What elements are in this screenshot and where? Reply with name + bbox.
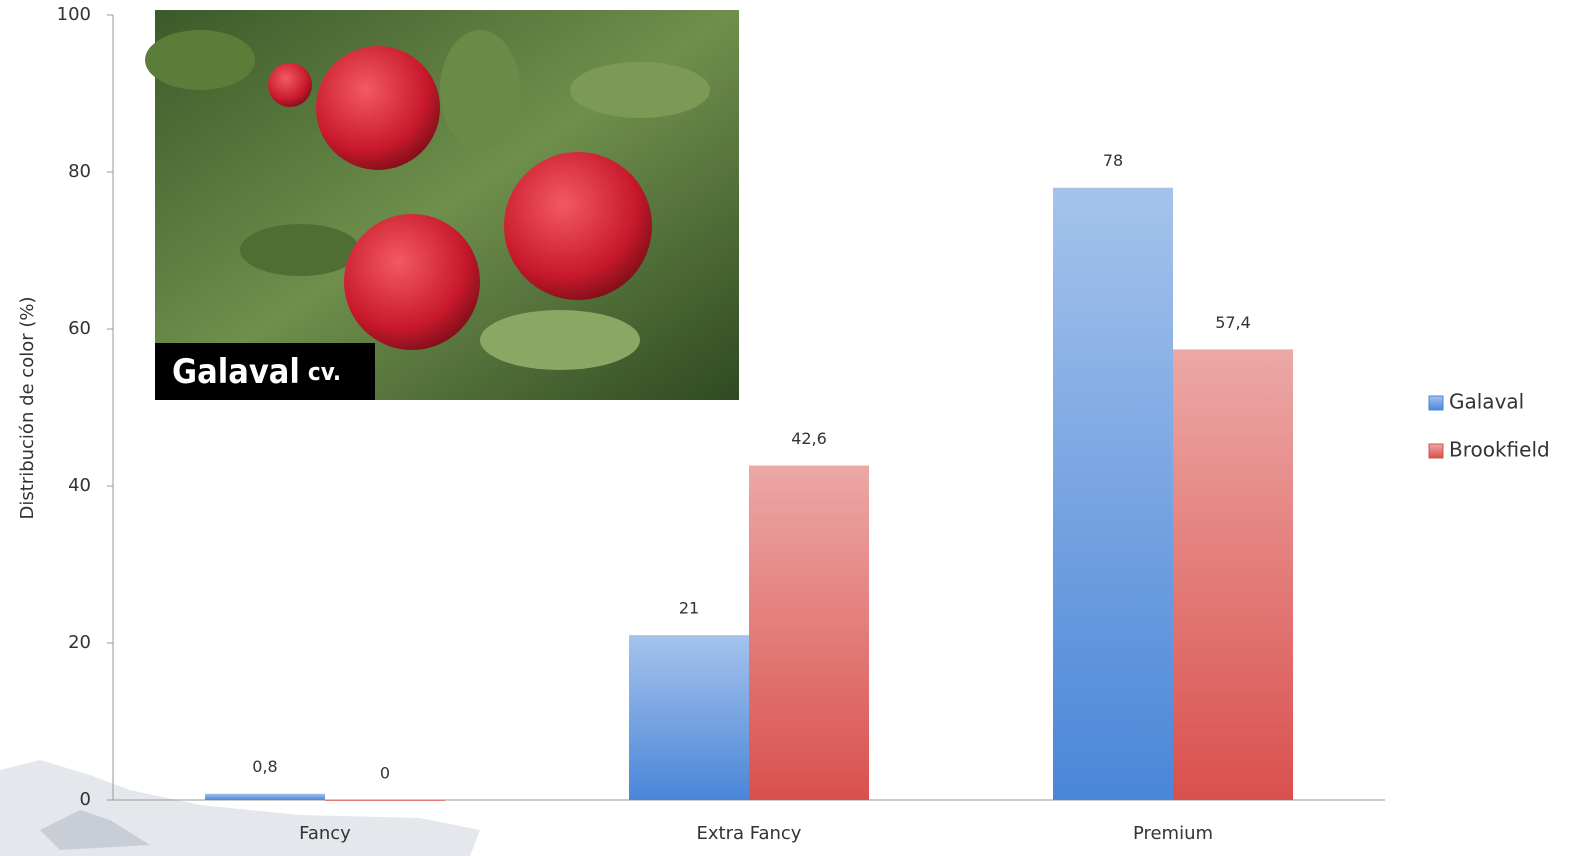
apple bbox=[316, 46, 440, 170]
apple bbox=[344, 214, 480, 350]
apple bbox=[268, 63, 312, 107]
bar bbox=[205, 793, 325, 800]
bar bbox=[749, 465, 869, 800]
value-label: 78 bbox=[1103, 151, 1123, 170]
value-label: 21 bbox=[679, 599, 699, 618]
x-tick-label: Extra Fancy bbox=[697, 823, 802, 844]
x-tick-label: Fancy bbox=[299, 823, 351, 844]
y-tick-label: 100 bbox=[57, 4, 91, 25]
value-label: 57,4 bbox=[1215, 313, 1251, 332]
leaf bbox=[240, 224, 360, 276]
caption-box bbox=[155, 343, 375, 400]
legend-swatch bbox=[1428, 395, 1444, 411]
caption-suffix: cv. bbox=[308, 358, 341, 386]
apple bbox=[504, 152, 652, 300]
caption-name: Galaval bbox=[172, 352, 300, 392]
legend-swatch bbox=[1428, 443, 1444, 459]
value-label: 0,8 bbox=[252, 757, 277, 776]
leaf bbox=[570, 62, 710, 118]
bar bbox=[325, 800, 445, 801]
value-label: 42,6 bbox=[791, 429, 827, 448]
leaf bbox=[480, 310, 640, 370]
y-axis-title: Distribución de color (%) bbox=[17, 297, 38, 520]
bar bbox=[629, 635, 749, 800]
x-tick-label: Premium bbox=[1133, 823, 1213, 844]
y-tick-label: 60 bbox=[68, 318, 91, 339]
leaf bbox=[145, 30, 255, 90]
photo: Galaval cv. bbox=[145, 10, 739, 400]
leaf bbox=[440, 30, 520, 150]
bar bbox=[1173, 349, 1293, 800]
legend-label: Galaval bbox=[1449, 390, 1524, 414]
legend-label: Brookfield bbox=[1449, 438, 1550, 462]
y-tick-label: 20 bbox=[68, 632, 91, 653]
bar bbox=[1053, 187, 1173, 800]
value-label: 0 bbox=[380, 764, 390, 783]
y-tick-label: 40 bbox=[68, 475, 91, 496]
y-tick-label: 0 bbox=[80, 789, 91, 810]
y-tick-label: 80 bbox=[68, 161, 91, 182]
background-map bbox=[40, 810, 150, 850]
